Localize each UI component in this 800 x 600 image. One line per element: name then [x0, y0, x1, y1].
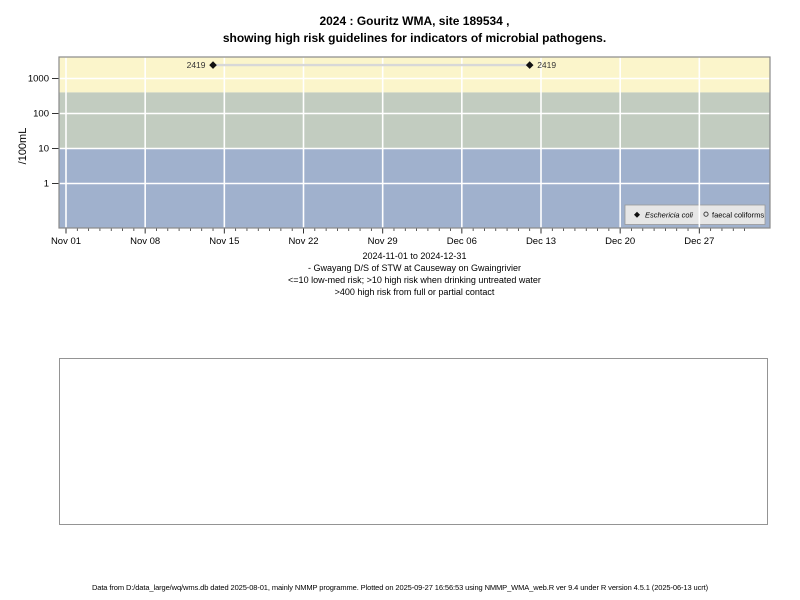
- chart-title-line2: showing high risk guidelines for indicat…: [222, 30, 607, 45]
- data-point-label: 2419: [187, 60, 206, 70]
- empty-panel: [59, 358, 768, 525]
- caption-risk-note-1: <=10 low-med risk; >10 high risk when dr…: [288, 275, 541, 285]
- report-footer: Data from D:/data_large/wq/wms.db dated …: [91, 583, 709, 592]
- legend-label-faecal: faecal coliforms: [712, 210, 764, 219]
- y-axis-label: /100mL: [17, 128, 29, 165]
- x-tick-label: Nov 08: [130, 236, 160, 247]
- plot-svg: Eschericia coli faecal coliforms 1 10 100 100…: [17, 56, 771, 247]
- plot-border: [58, 56, 771, 229]
- x-tick-label: Dec 20: [605, 236, 635, 247]
- caption-risk-note-2: >400 high risk from full or partial cont…: [334, 287, 495, 297]
- chart-title-line1: 2024 : Gouritz WMA, site 189534 ,: [319, 14, 510, 28]
- caption-date-range: 2024-11-01 to 2024-12-31: [362, 251, 467, 261]
- legend: [624, 204, 766, 225]
- x-tick-label: Nov 15: [209, 236, 239, 247]
- x-tick-label: Dec 06: [447, 236, 477, 247]
- x-tick-label: Nov 22: [288, 236, 318, 247]
- data-point-label: 2419: [537, 60, 556, 70]
- legend-label-ecoli: Eschericia coli: [645, 210, 693, 219]
- y-tick-label: 1: [44, 179, 49, 190]
- risk-band-high-risk-drinking-untreated: [59, 92, 770, 149]
- y-tick-label: 1000: [28, 74, 49, 85]
- chart-title: 2024 : Gouritz WMA, site 189534 , showin…: [59, 13, 770, 46]
- legend-diamond-icon: [634, 211, 640, 218]
- caption: 2024-11-01 to 2024-12-31 - Gwayang D/S o…: [59, 250, 770, 298]
- x-tick-label: Dec 13: [526, 236, 556, 247]
- x-tick-label: Nov 29: [368, 236, 398, 247]
- legend-circle-icon: [703, 211, 709, 217]
- caption-site-name: - Gwayang D/S of STW at Causeway on Gwai…: [307, 263, 522, 273]
- y-tick-label: 10: [38, 144, 49, 155]
- x-tick-label: Dec 27: [684, 236, 714, 247]
- x-tick-label: Nov 01: [51, 236, 81, 247]
- data-point-diamond: [525, 61, 534, 69]
- y-tick-label: 100: [33, 109, 49, 120]
- data-point-diamond: [209, 61, 217, 69]
- risk-band-high-risk-full-partial-contact: [59, 57, 770, 93]
